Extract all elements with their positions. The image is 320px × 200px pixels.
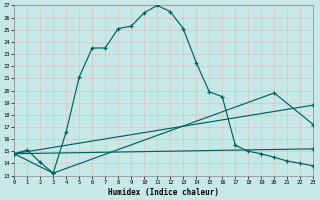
X-axis label: Humidex (Indice chaleur): Humidex (Indice chaleur) xyxy=(108,188,219,197)
